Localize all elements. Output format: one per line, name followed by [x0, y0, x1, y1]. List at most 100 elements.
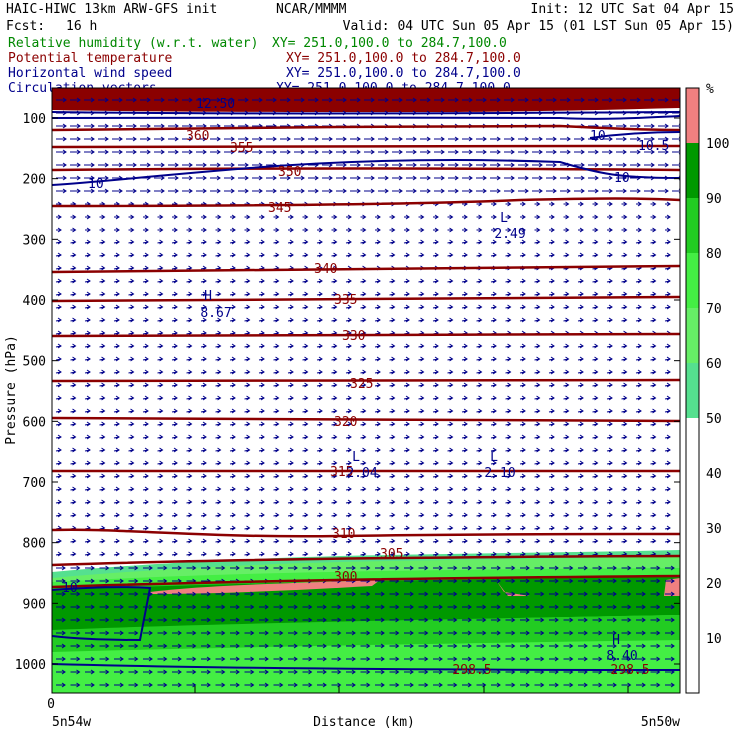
vector-arrow [664, 538, 671, 544]
vector-arrow [491, 214, 497, 220]
vector-arrow [461, 499, 468, 505]
vector-arrow [244, 317, 251, 323]
vector-arrow [171, 330, 178, 336]
vector-arrow [490, 447, 497, 453]
vector-arrow [578, 604, 588, 610]
vector-arrow [491, 227, 497, 233]
vector-arrow [374, 317, 381, 323]
vector-arrow [273, 591, 284, 597]
vector-arrow [461, 460, 468, 466]
vector-arrow [563, 408, 570, 414]
vector-arrow [157, 447, 164, 453]
high-symbol-2: H [612, 633, 620, 648]
vector-arrow [447, 460, 454, 466]
vector-arrow [154, 123, 165, 129]
vector-arrow [331, 525, 338, 531]
vector-arrow [70, 604, 81, 610]
vector-arrow [142, 460, 149, 466]
vector-arrow [215, 486, 222, 492]
vector-arrow [55, 486, 62, 492]
vector-arrow [665, 201, 671, 207]
vector-arrow [70, 473, 77, 479]
vector-arrow [461, 369, 468, 375]
vector-arrow [563, 343, 570, 349]
high-symbol-1: H [204, 289, 212, 304]
vector-arrow [171, 551, 178, 557]
header: HAIC-HIWC 13km ARW-GFS init NCAR/MMMM In… [6, 2, 734, 96]
vector-arrow [171, 486, 178, 492]
vector-arrow [606, 343, 613, 349]
vector-arrow [142, 252, 149, 258]
vector-arrow [534, 538, 541, 544]
theta-label-360: 360 [186, 129, 209, 144]
vector-arrow [592, 473, 599, 479]
vector-arrow [621, 578, 632, 584]
vector-arrow [447, 643, 458, 649]
surface-label-1: 298.5 [452, 663, 491, 678]
vector-arrow [548, 343, 555, 349]
vector-arrow [592, 278, 599, 284]
vector-arrow [505, 499, 512, 505]
vector-arrow [128, 565, 139, 571]
vector-arrow [447, 278, 454, 284]
vector-arrow [389, 460, 396, 466]
vector-arrow [389, 486, 396, 492]
vector-arrow [650, 512, 657, 518]
theta-label-335: 335 [334, 293, 357, 308]
vector-arrow [491, 656, 501, 662]
vector-arrow [98, 97, 109, 103]
vector-arrow [389, 525, 396, 531]
vector-arrow [476, 252, 483, 258]
colorbar-bin-50-60 [686, 363, 699, 418]
vector-arrow [331, 617, 342, 623]
vector-arrow [548, 252, 555, 258]
vector-arrow [476, 149, 487, 155]
vector-arrow [99, 473, 106, 479]
vector-arrow [186, 343, 193, 349]
vector-arrow [448, 136, 459, 142]
vector-arrow [447, 317, 454, 323]
vector-arrow [287, 395, 294, 401]
vector-arrow [664, 382, 671, 388]
vector-arrow [70, 434, 77, 440]
vector-arrow [99, 395, 106, 401]
vector-arrow [672, 123, 680, 129]
vector-arrow [389, 369, 396, 375]
vector-arrow [461, 525, 468, 531]
vector-arrow [635, 421, 642, 427]
vector-arrow [244, 447, 251, 453]
vector-arrow [84, 434, 91, 440]
vector-arrow [404, 617, 414, 623]
vector-arrow [406, 136, 417, 142]
vector-arrow [374, 356, 381, 362]
surface-labels: 298.5 298.5 [452, 663, 649, 678]
vector-arrow [99, 421, 106, 427]
vector-arrow [273, 252, 280, 258]
vector-arrow [534, 304, 541, 310]
fcst-label: Fcst: [6, 19, 45, 34]
vector-arrow [196, 162, 207, 168]
vector-arrow [665, 656, 675, 662]
org-label: NCAR/MMMM [276, 2, 347, 17]
vector-arrow [403, 551, 410, 557]
vector-arrow [196, 175, 207, 181]
vector-arrow [563, 382, 570, 388]
vector-arrow [112, 162, 123, 168]
vector-arrow [664, 434, 671, 440]
vector-arrow [55, 369, 62, 375]
vector-arrow [461, 252, 468, 258]
vector-arrow [171, 408, 178, 414]
vector-arrow [389, 278, 396, 284]
vector-arrow [389, 499, 396, 505]
vector-arrow [186, 682, 197, 688]
vector-arrow [331, 643, 342, 649]
vector-arrow [154, 136, 165, 142]
vector-arrow [302, 317, 309, 323]
vector-arrow [99, 643, 110, 649]
vector-arrow [592, 356, 599, 362]
vector-arrow [434, 162, 445, 168]
vector-arrow [534, 291, 541, 297]
vector-arrow [418, 630, 429, 636]
vector-arrow [70, 643, 81, 649]
